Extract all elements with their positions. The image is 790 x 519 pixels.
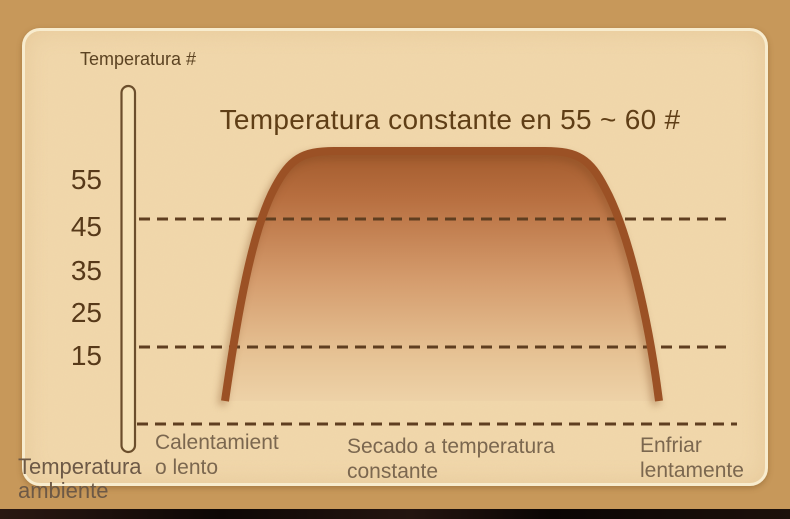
- phase-label-constant-drying-line1: Secado a temperatura: [347, 435, 555, 458]
- chart-card: [22, 28, 768, 486]
- phase-label-heating-line1: Calentamient: [155, 431, 279, 454]
- y-tick-35: 35: [70, 255, 102, 286]
- ambient-temperature-label: Temperatura ambiente: [18, 455, 142, 503]
- phase-label-heating: Calentamient o lento: [155, 430, 279, 480]
- y-tick-55: 55: [70, 164, 102, 195]
- phase-label-cooling-line1: Enfriar: [640, 434, 702, 457]
- y-tick-25: 25: [70, 297, 102, 328]
- phase-label-heating-line2: o lento: [155, 456, 219, 479]
- phase-label-cooling: Enfriar lentamente: [640, 433, 744, 483]
- chart-title: Temperatura constante en 55 ~ 60 #: [219, 104, 681, 135]
- phase-label-constant-drying-line2: constante: [347, 460, 439, 483]
- y-tick-15: 15: [70, 340, 102, 371]
- phase-label-constant-drying: Secado a temperatura constante: [347, 434, 555, 484]
- phase-label-cooling-line2: lentamente: [640, 459, 744, 482]
- y-axis-title: Temperatura #: [80, 49, 197, 69]
- bottom-photo-strip: [0, 509, 790, 519]
- y-tick-45: 45: [70, 211, 102, 242]
- ambient-temperature-label-line2: ambiente: [18, 478, 109, 503]
- ambient-temperature-label-line1: Temperatura: [18, 454, 142, 479]
